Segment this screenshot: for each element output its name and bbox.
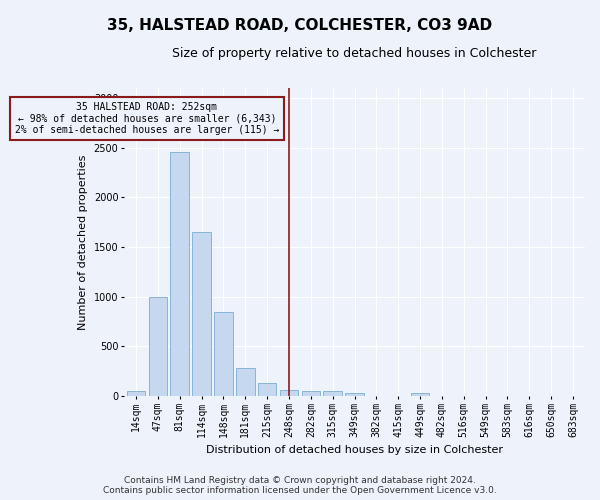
Text: Contains HM Land Registry data © Crown copyright and database right 2024.
Contai: Contains HM Land Registry data © Crown c… (103, 476, 497, 495)
Bar (214, 312, 233, 396)
Bar (323, 391, 342, 396)
Text: 35, HALSTEAD ROAD, COLCHESTER, CO3 9AD: 35, HALSTEAD ROAD, COLCHESTER, CO3 9AD (107, 18, 493, 32)
Y-axis label: Number of detached properties: Number of detached properties (78, 154, 88, 330)
Title: Size of property relative to detached houses in Colchester: Size of property relative to detached ho… (172, 48, 537, 60)
X-axis label: Distribution of detached houses by size in Colchester: Distribution of detached houses by size … (206, 445, 503, 455)
Bar (193, 232, 211, 396)
Bar (258, 383, 277, 396)
Bar (280, 390, 298, 396)
Bar (149, 296, 167, 396)
Bar (302, 391, 320, 396)
Bar (127, 391, 145, 396)
Bar (411, 394, 430, 396)
Bar (236, 368, 254, 396)
Bar (170, 152, 189, 396)
Bar (345, 393, 364, 396)
Text: 35 HALSTEAD ROAD: 252sqm
← 98% of detached houses are smaller (6,343)
2% of semi: 35 HALSTEAD ROAD: 252sqm ← 98% of detach… (15, 102, 279, 135)
